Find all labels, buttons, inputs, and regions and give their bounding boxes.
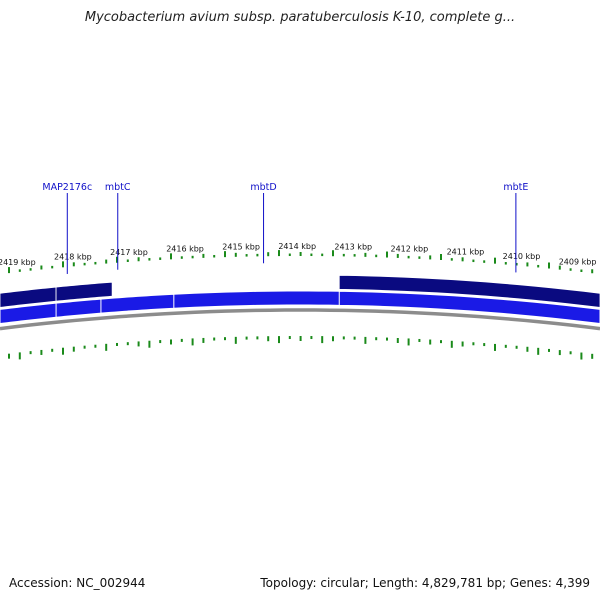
gene-label: mbtD bbox=[250, 182, 276, 193]
backbone-ring bbox=[0, 308, 600, 331]
accession-text: Accession: NC_002944 bbox=[9, 576, 146, 590]
reverse-gene-block bbox=[55, 281, 113, 302]
kbp-tick-labels: 2419 kbp 2418 kbp 2417 kbp 2416 kbp 2415 kbp… bbox=[0, 242, 596, 267]
kbp-label: 2410 kbp bbox=[503, 252, 541, 261]
gc-skew-lower-track bbox=[8, 336, 594, 360]
map-title: Mycobacterium avium subsp. paratuberculo… bbox=[84, 10, 516, 25]
kbp-label: 2411 kbp bbox=[447, 247, 485, 256]
kbp-label: 2417 kbp bbox=[110, 248, 148, 257]
reverse-strand-track bbox=[0, 274, 600, 308]
forward-strand-track bbox=[0, 290, 600, 325]
gene-label: mbtC bbox=[105, 182, 131, 193]
kbp-label: 2409 kbp bbox=[559, 258, 597, 267]
gene-label: MAP2176c bbox=[42, 182, 92, 193]
reverse-gene-block bbox=[338, 274, 600, 308]
kbp-label: 2419 kbp bbox=[0, 258, 36, 267]
forward-gene-arrow bbox=[173, 290, 345, 309]
gene-labels: MAP2176c mbtC mbtD mbtE bbox=[42, 182, 528, 274]
gene-label: mbtE bbox=[503, 182, 528, 193]
genome-summary-text: Topology: circular; Length: 4,829,781 bp… bbox=[260, 576, 590, 590]
forward-gene-arrow bbox=[338, 290, 600, 325]
kbp-label: 2415 kbp bbox=[222, 243, 260, 252]
gc-skew-upper-track bbox=[8, 250, 594, 274]
kbp-label: 2416 kbp bbox=[166, 245, 204, 254]
kbp-label: 2412 kbp bbox=[390, 244, 428, 253]
kbp-label: 2414 kbp bbox=[278, 242, 316, 251]
forward-gene-arrow bbox=[100, 293, 180, 314]
forward-gene-arrow bbox=[55, 298, 107, 318]
kbp-label: 2413 kbp bbox=[334, 243, 372, 252]
kbp-label: 2418 kbp bbox=[54, 252, 92, 261]
